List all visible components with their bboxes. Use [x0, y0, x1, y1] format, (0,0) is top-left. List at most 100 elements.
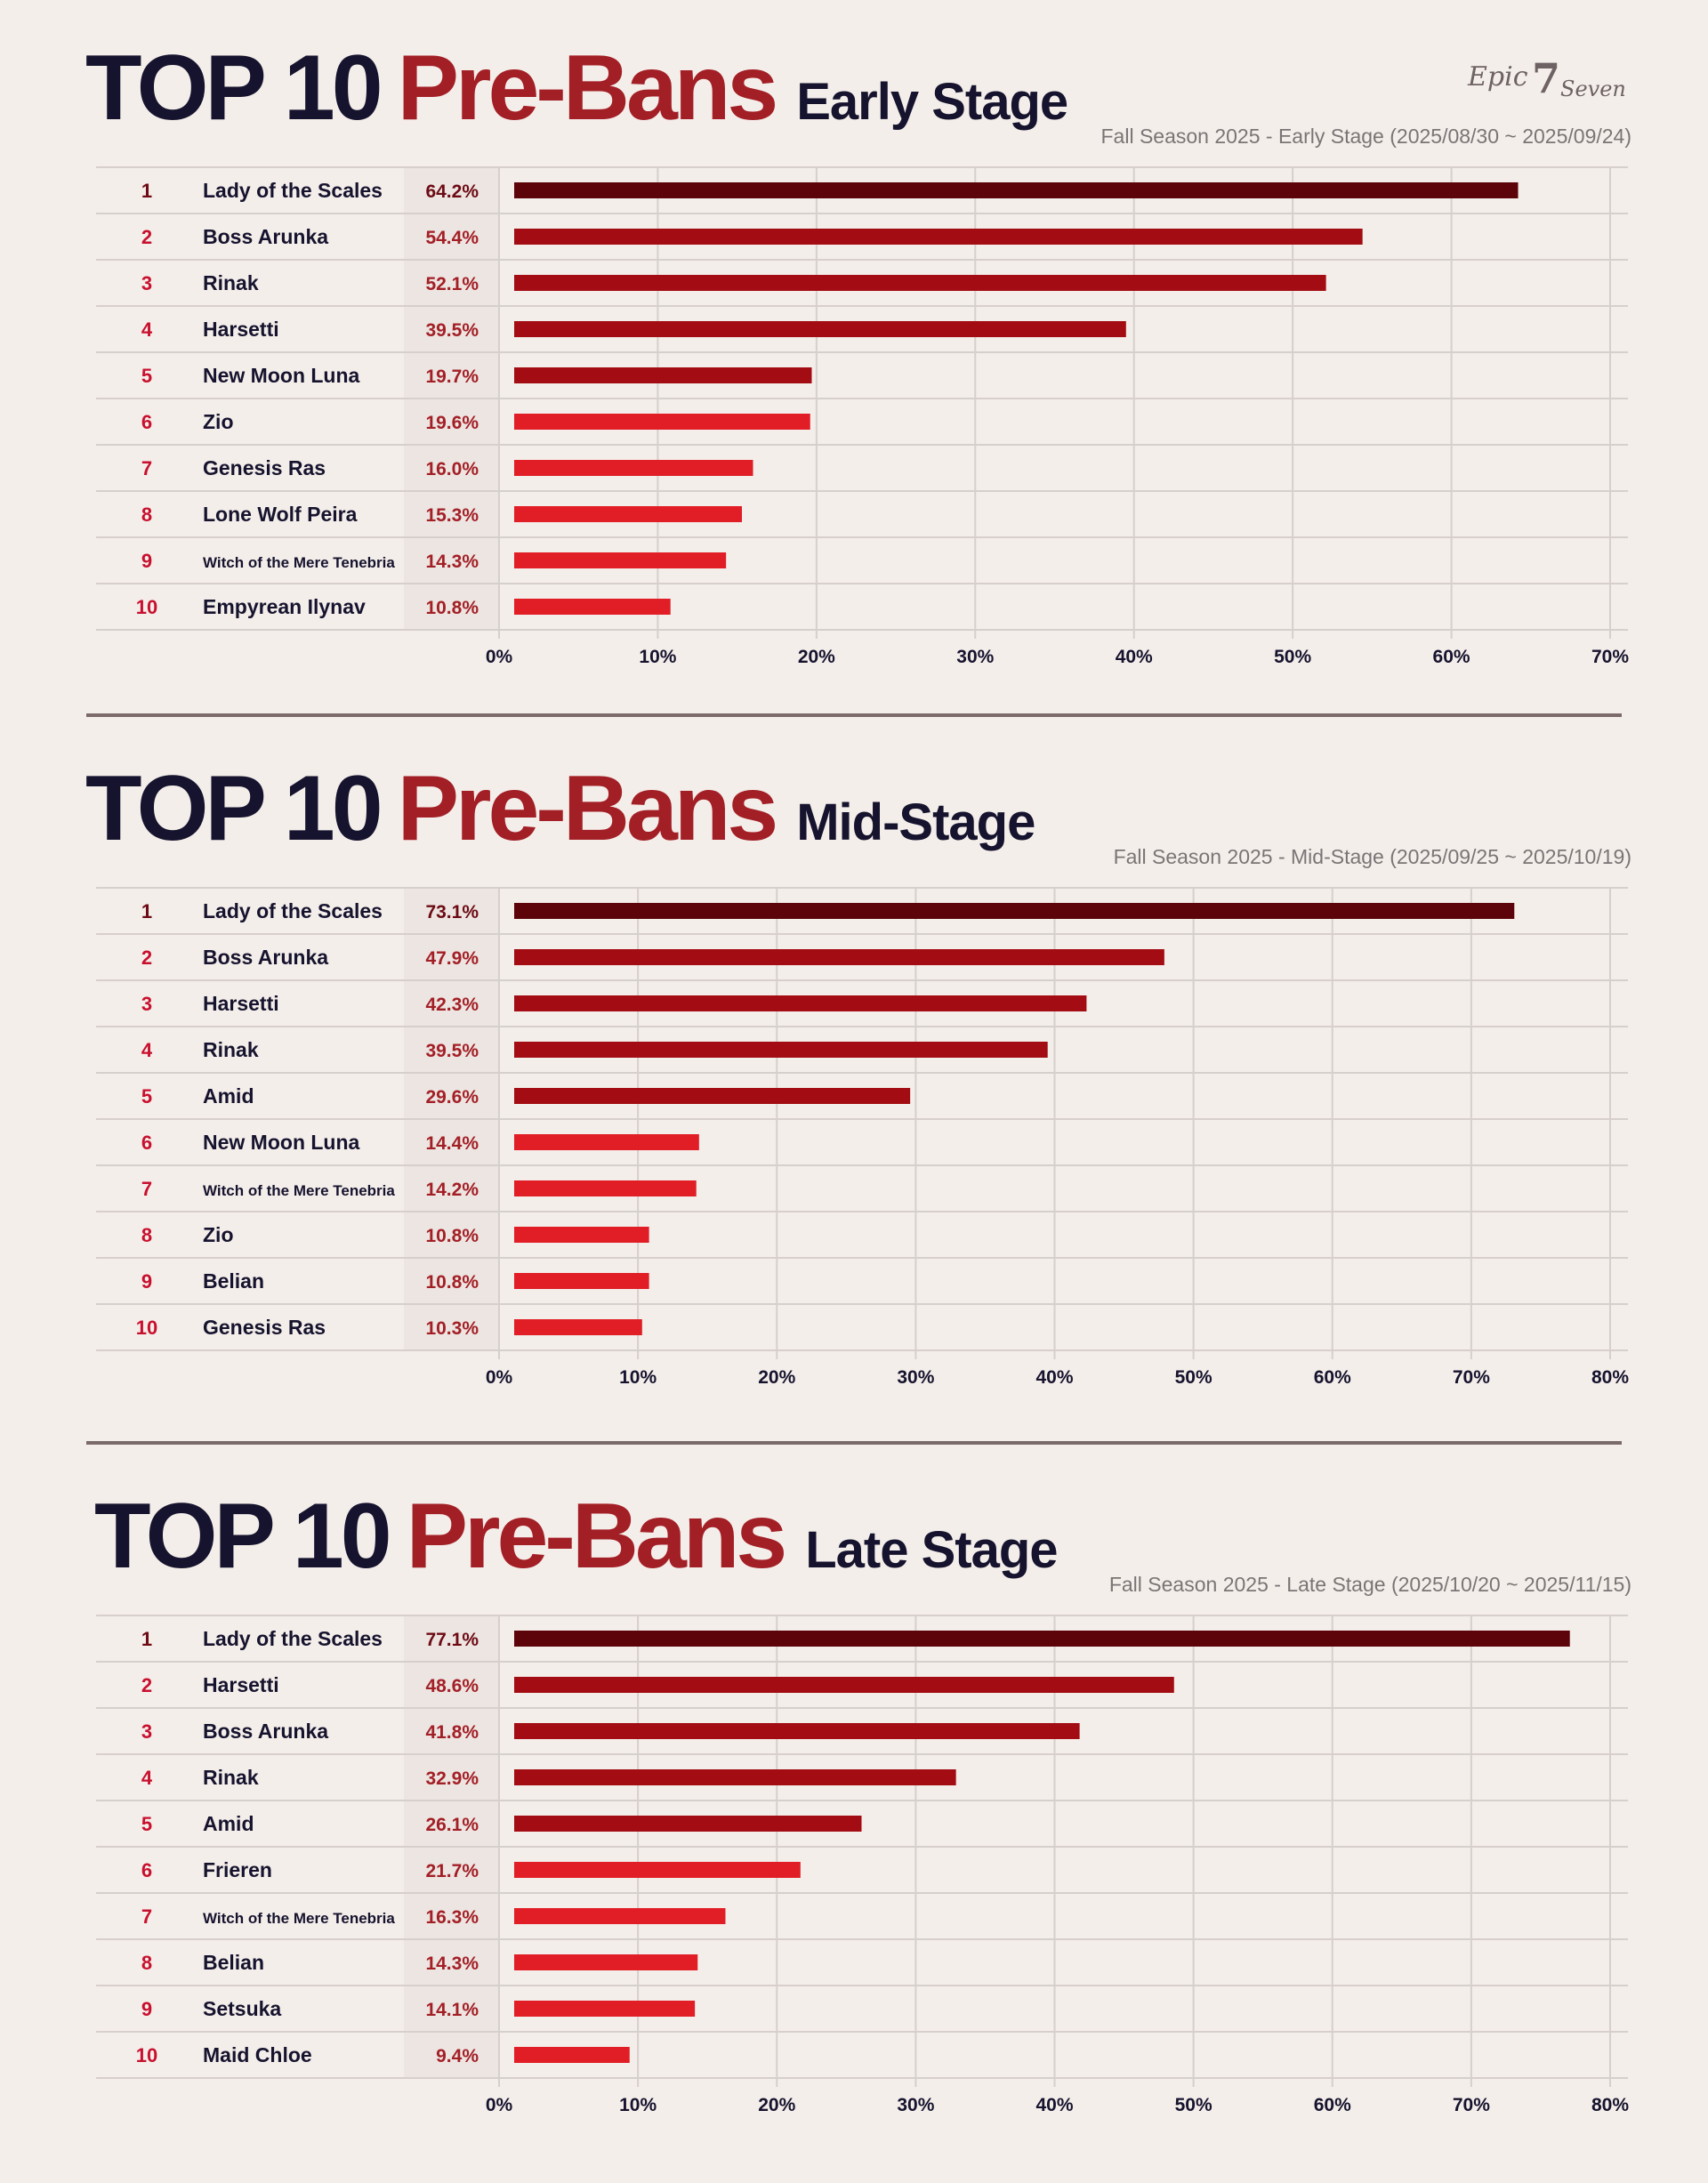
rank-number: 3	[141, 1720, 152, 1743]
x-tick-label: 80%	[1591, 2095, 1629, 2115]
hero-name: Frieren	[203, 1858, 272, 1881]
x-tick-label: 10%	[639, 647, 676, 667]
rank-number: 8	[141, 503, 152, 526]
hero-name: New Moon Luna	[203, 1131, 360, 1154]
rank-number: 2	[141, 1674, 152, 1696]
percent-label: 16.3%	[425, 1907, 479, 1928]
percent-label: 39.5%	[425, 1041, 479, 1061]
x-tick-label: 60%	[1314, 1367, 1351, 1388]
bar	[514, 995, 1087, 1011]
percent-label: 54.4%	[425, 228, 479, 248]
hero-name: Witch of the Mere Tenebria	[203, 1910, 395, 1927]
percent-label: 10.8%	[425, 1226, 479, 1246]
rank-number: 8	[141, 1952, 152, 1974]
bar-chart-mid-stage: 1 Lady of the Scales 73.1% 2 Boss Arunka 47.9…	[96, 887, 1629, 1388]
hero-name: Rinak	[203, 271, 259, 294]
rank-number: 4	[141, 1039, 153, 1061]
rank-number: 1	[141, 180, 152, 202]
x-tick-label: 30%	[897, 1367, 934, 1388]
section-title: TOP 10 Pre-Bans Early Stage	[85, 36, 1068, 141]
x-tick-label: 0%	[486, 2095, 513, 2115]
bar	[514, 2001, 696, 2017]
x-tick-label: 20%	[798, 647, 835, 667]
bar	[514, 1134, 699, 1150]
x-tick-label: 40%	[1035, 2095, 1073, 2115]
percent-label: 15.3%	[425, 505, 479, 526]
percent-label: 42.3%	[425, 995, 479, 1015]
rank-number: 2	[141, 226, 152, 248]
x-tick-label: 0%	[486, 647, 513, 667]
rank-number: 7	[141, 457, 152, 479]
rank-number: 6	[141, 1132, 152, 1154]
x-tick-label: 10%	[619, 1367, 657, 1388]
rank-number: 10	[136, 596, 157, 618]
hero-name: Boss Arunka	[203, 946, 328, 969]
percent-label: 16.0%	[425, 459, 479, 479]
percent-label: 14.4%	[425, 1133, 479, 1154]
hero-name: Empyrean Ilynav	[203, 595, 366, 618]
percent-label: 77.1%	[425, 1630, 479, 1650]
percent-label: 19.6%	[425, 413, 479, 433]
rank-number: 4	[141, 1767, 153, 1789]
rank-number: 3	[141, 272, 152, 294]
hero-name: Lady of the Scales	[203, 1627, 383, 1650]
title-prebans: Pre-Bans	[406, 1485, 788, 1588]
epic-seven-logo: Epic 7 Seven	[1467, 54, 1626, 102]
bar	[514, 1631, 1570, 1647]
percent-label: 39.5%	[425, 320, 479, 341]
hero-name: Lady of the Scales	[203, 179, 383, 202]
bar	[514, 1723, 1080, 1739]
percent-label: 10.8%	[425, 598, 479, 618]
section-subtitle: Fall Season 2025 - Late Stage (2025/10/2…	[1108, 1573, 1631, 1596]
rank-number: 6	[141, 411, 152, 433]
hero-name: Witch of the Mere Tenebria	[203, 554, 395, 571]
rank-number: 5	[141, 365, 152, 387]
hero-name: Belian	[203, 1269, 264, 1293]
rank-number: 2	[141, 947, 152, 969]
percent-label: 41.8%	[425, 1722, 479, 1743]
bar	[514, 1273, 649, 1289]
bar	[514, 599, 671, 615]
rank-number: 9	[141, 1998, 152, 2020]
svg-text:Seven: Seven	[1560, 77, 1626, 101]
bar	[514, 1908, 726, 1924]
title-top10: TOP 10	[85, 757, 383, 860]
percent-label: 10.3%	[425, 1318, 479, 1339]
hero-name: Zio	[203, 1223, 234, 1246]
hero-name: Rinak	[203, 1038, 259, 1061]
x-tick-label: 70%	[1453, 1367, 1490, 1388]
x-tick-label: 50%	[1175, 1367, 1213, 1388]
hero-name: Amid	[203, 1084, 254, 1108]
bar	[514, 367, 812, 383]
rank-number: 9	[141, 1270, 152, 1293]
hero-name: Maid Chloe	[203, 2043, 312, 2066]
percent-label: 73.1%	[425, 902, 479, 922]
x-tick-label: 0%	[486, 1367, 513, 1388]
hero-name: Boss Arunka	[203, 1720, 328, 1743]
bar	[514, 1862, 801, 1878]
bar	[514, 1042, 1048, 1058]
bar-chart-early-stage: 1 Lady of the Scales 64.2% 2 Boss Arunka 54.4…	[96, 166, 1629, 667]
percent-label: 21.7%	[425, 1861, 479, 1881]
percent-label: 32.9%	[425, 1768, 479, 1789]
percent-label: 14.1%	[425, 2000, 479, 2020]
percent-label: 14.3%	[425, 1953, 479, 1974]
percent-label: 48.6%	[425, 1676, 479, 1696]
x-tick-label: 80%	[1591, 1367, 1629, 1388]
x-tick-label: 40%	[1035, 1367, 1073, 1388]
hero-name: Genesis Ras	[203, 456, 326, 479]
title-top10: TOP 10	[94, 1485, 392, 1588]
hero-name: Rinak	[203, 1766, 259, 1789]
percent-label: 47.9%	[425, 948, 479, 969]
percent-label: 26.1%	[425, 1815, 479, 1835]
hero-name: Genesis Ras	[203, 1316, 326, 1339]
x-tick-label: 60%	[1314, 2095, 1351, 2115]
x-tick-label: 20%	[758, 2095, 795, 2115]
percent-label: 29.6%	[425, 1087, 479, 1108]
x-tick-label: 10%	[619, 2095, 657, 2115]
percent-label: 10.8%	[425, 1272, 479, 1293]
section-title: TOP 10 Pre-Bans Late Stage	[94, 1484, 1059, 1590]
rank-number: 4	[141, 318, 153, 341]
hero-name: Harsetti	[203, 1673, 279, 1696]
